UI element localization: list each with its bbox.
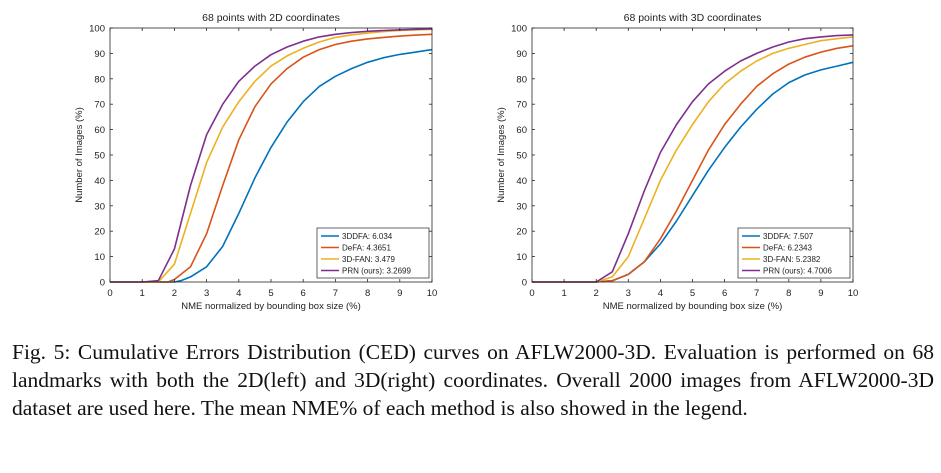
panel-2-y-tick-label: 30 (516, 201, 527, 212)
panel-2-y-tick-label: 100 (511, 24, 527, 35)
figure-canvas: 68 points with 2D coordinates 0 1 2 3 4 5 6 7 8 9 1… (74, 12, 859, 312)
panel-2-x-tick-label: 6 (722, 288, 727, 299)
panel-1-x-tick-label: 2 (172, 288, 177, 299)
panel-1-y-tick-label: 20 (94, 227, 105, 238)
panel-1-y-tick-label: 80 (94, 74, 105, 85)
panel-2-x-tick-label: 1 (561, 288, 566, 299)
panel-1-series-line-1 (110, 48, 433, 283)
panel-1-y-tick-label: 90 (94, 49, 105, 60)
panel-2-x-tick-label: 9 (818, 288, 823, 299)
panel-2-y-tick-label: 90 (516, 49, 527, 60)
panel-2-x-tick-label: 8 (786, 288, 791, 299)
panel-1-y-tick-label: 30 (94, 201, 105, 212)
panel-1-series-line-4 (110, 28, 433, 283)
panel-2-series-line-2 (532, 45, 854, 283)
panel-2-legend-entry-2: DeFA: 6.2343 (763, 244, 812, 253)
panel-2-y-tick-label: 50 (516, 151, 527, 162)
panel-2-legend-entry-3: 3D-FAN: 5.2382 (763, 255, 821, 264)
panel-1-legend-entry-2: DeFA: 4.3651 (342, 244, 391, 253)
panel-1-x-tick-label: 0 (107, 288, 112, 299)
panel-2-x-tick-label: 4 (658, 288, 663, 299)
panel-2-x-tick-label: 7 (754, 288, 759, 299)
panel-1-legend-entry-1: 3DDFA: 6.034 (342, 232, 393, 241)
panel-1-x-tick-label: 5 (268, 288, 273, 299)
panel-1-y-tick-label: 40 (94, 176, 105, 187)
panel-1-y-axis-label: Number of Images (%) (74, 107, 85, 203)
panel-2-y-tick-label: 80 (516, 74, 527, 85)
panel-1-title: 68 points with 2D coordinates (202, 12, 340, 24)
panel-1-x-tick-label: 10 (427, 288, 438, 299)
panel-2-x-tick-label: 5 (690, 288, 695, 299)
panel-2-x-tick-label: 10 (848, 288, 859, 299)
panel-2-series-line-4 (532, 34, 854, 283)
panel-1-y-tick-label: 0 (100, 278, 105, 289)
panel-1-x-tick-label: 7 (333, 288, 338, 299)
panel-2-y-tick-label: 0 (522, 278, 527, 289)
panel-2-y-tick-label: 70 (516, 100, 527, 111)
panel-2-y-tick-label: 20 (516, 227, 527, 238)
panel-2-x-tick-label: 3 (626, 288, 631, 299)
panel-1-legend-entry-3: 3D-FAN: 3.479 (342, 255, 395, 264)
panel-2-x-axis-label: NME normalized by bounding box size (%) (603, 301, 783, 312)
panel-1-x-tick-label: 4 (236, 288, 241, 299)
panel-1-series-line-3 (110, 28, 433, 283)
panel-2-series-line-3 (532, 36, 854, 283)
panel-2-title: 68 points with 3D coordinates (624, 12, 762, 24)
panel-1-x-tick-label: 1 (140, 288, 145, 299)
panel-1-y-tick-label: 60 (94, 125, 105, 136)
panel-1-x-tick-label: 9 (397, 288, 402, 299)
panel-1-y-tick-label: 50 (94, 151, 105, 162)
panel-2-y-tick-label: 60 (516, 125, 527, 136)
panel-2-x-tick-label: 0 (529, 288, 534, 299)
panel-1-x-tick-label: 8 (365, 288, 370, 299)
panel-1-y-tick-label: 70 (94, 100, 105, 111)
figure-caption: Fig. 5: Cumulative Errors Distribution (… (12, 340, 934, 420)
panel-2-legend-entry-4: PRN (ours): 4.7006 (763, 267, 832, 276)
panel-1-x-axis-label: NME normalized by bounding box size (%) (181, 301, 361, 312)
panel-1-y-tick-label: 100 (89, 24, 105, 35)
panel-1-series-line-2 (110, 33, 433, 283)
panel-1-x-tick-label: 3 (204, 288, 209, 299)
panel-2-y-tick-label: 40 (516, 176, 527, 187)
panel-2-legend-entry-1: 3DDFA: 7.507 (763, 232, 814, 241)
panel-1-y-tick-label: 10 (94, 252, 105, 263)
panel-1-x-tick-label: 6 (301, 288, 306, 299)
panel-2-y-tick-label: 10 (516, 252, 527, 263)
panel-2-x-tick-label: 2 (594, 288, 599, 299)
panel-1-legend-entry-4: PRN (ours): 3.2699 (342, 267, 411, 276)
panel-2-y-axis-label: Number of Images (%) (496, 107, 507, 203)
